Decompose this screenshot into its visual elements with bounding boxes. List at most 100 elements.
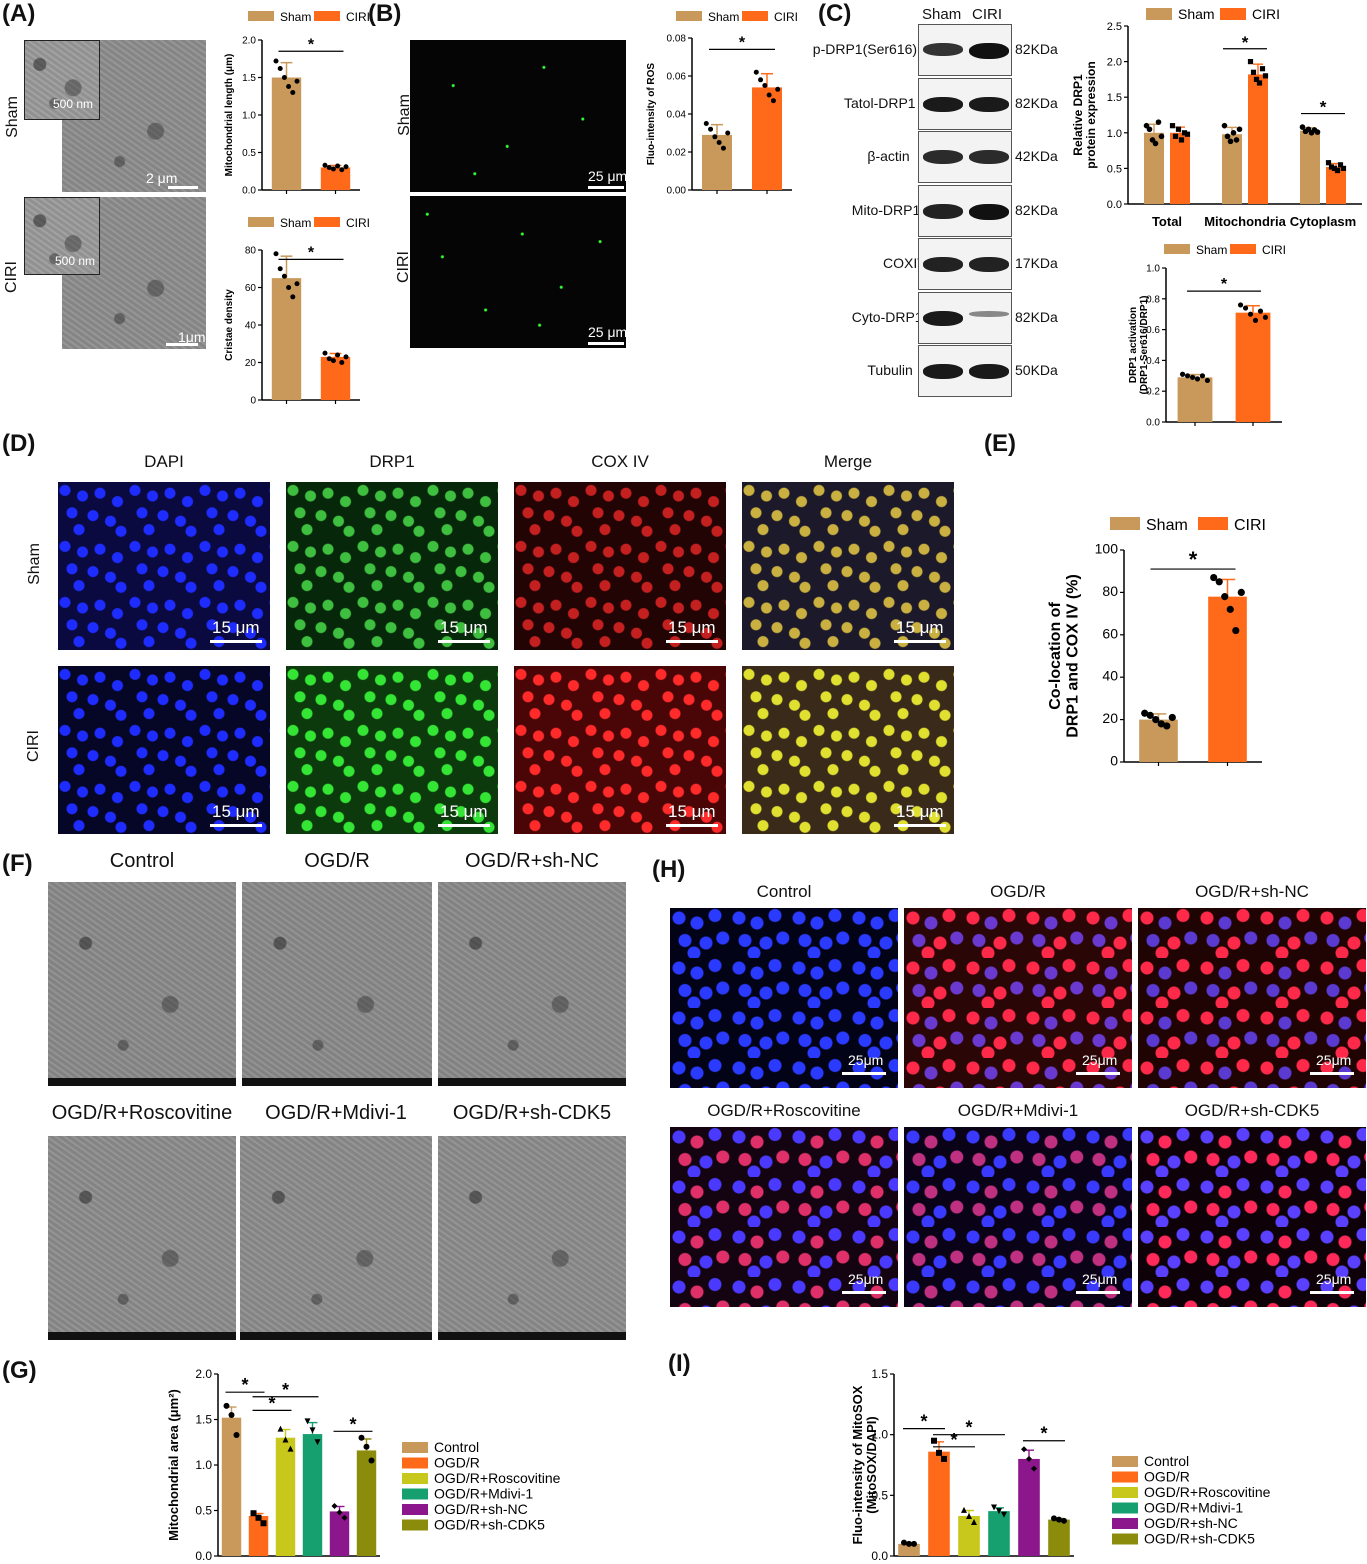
molecular-weight-label: 82KDa: [1015, 308, 1058, 325]
y-tick-label: 0.5: [1107, 163, 1122, 175]
data-point: [1221, 593, 1229, 601]
protein-band: [923, 150, 963, 164]
scale-bar: [588, 186, 624, 189]
y-axis-label: protein expression: [1084, 61, 1098, 168]
y-tick-label: 0.4: [1146, 356, 1160, 367]
em-inset-sham-a: 500 nm: [24, 40, 100, 120]
data-point: [1181, 130, 1188, 136]
fluorescence-image-drp1: 15 μm: [286, 666, 498, 834]
y-axis-label: Co-location of: [1047, 602, 1064, 710]
significance-star: *: [1189, 547, 1198, 572]
mitosox-image-h: 25μm: [904, 908, 1132, 1088]
legend-label-sham: Sham: [1178, 6, 1215, 22]
blot-image: [918, 291, 1012, 344]
em-image-f: [242, 882, 432, 1086]
data-point: [991, 1504, 997, 1511]
significance-star: *: [308, 36, 315, 53]
image-title: OGD/R+Mdivi-1: [265, 1102, 407, 1124]
data-point: [941, 1455, 947, 1462]
y-tick-label: 80: [245, 246, 257, 257]
bar-control: [221, 1417, 242, 1556]
data-point: [1172, 133, 1179, 139]
scale-text: 500 nm: [53, 97, 94, 111]
data-point: [1250, 69, 1257, 75]
data-point: [341, 1514, 348, 1521]
data-point: [971, 1519, 977, 1526]
data-point: [1242, 305, 1249, 311]
data-point: [1340, 165, 1347, 171]
data-point: [1051, 1515, 1057, 1522]
y-tick-label: 0.00: [667, 186, 687, 197]
legend-label: OGD/R+sh-CDK5: [1144, 1531, 1255, 1547]
em-image-f: [438, 1136, 626, 1340]
data-point: [1168, 713, 1176, 722]
data-point: [775, 86, 781, 92]
y-tick-label: 0.5: [195, 1504, 212, 1518]
scale-strip: [240, 1332, 432, 1340]
legend-swatch: [402, 1473, 428, 1484]
bar-mitochondria-sham: [1222, 134, 1242, 204]
significance-star: *: [349, 1414, 356, 1434]
data-point: [1175, 126, 1182, 132]
data-point: [1146, 711, 1154, 719]
legend-label-ciri: CIRI: [1252, 6, 1280, 22]
data-point: [1257, 308, 1264, 314]
y-tick-label: 1.5: [1107, 92, 1122, 104]
data-point: [326, 356, 332, 362]
data-point: [1221, 122, 1228, 129]
data-point: [339, 167, 345, 173]
data-point: [1262, 314, 1269, 320]
scale-bar: [438, 824, 490, 827]
data-point: [1001, 1511, 1007, 1518]
legend-label: OGD/R+sh-NC: [434, 1501, 528, 1517]
fluorescence-image-ciri-b: 25 μm: [410, 196, 626, 348]
blot-image: [918, 77, 1012, 130]
data-point: [277, 66, 283, 71]
legend-swatch-sham: [1146, 8, 1172, 20]
data-point: [1230, 130, 1237, 136]
bar-cytoplasm-ciri: [1326, 166, 1346, 204]
legend-swatch: [1112, 1502, 1138, 1514]
data-point: [720, 145, 726, 151]
chart-relative-drp1-expression: 0.0 0.5 1.0 1.5 2.0 2.5 Relative DRP1 protein e…: [1071, 6, 1362, 229]
data-point: [936, 1449, 942, 1456]
data-point: [330, 166, 336, 172]
bar-ciri: [1208, 596, 1247, 762]
data-point: [1247, 59, 1254, 65]
legend-label-sham: Sham: [280, 216, 311, 230]
fluorescence-image-merge: 15 μm: [742, 666, 954, 834]
bar-ogd-r: [928, 1451, 950, 1556]
scale-bar: [666, 824, 718, 827]
legend-swatch: [402, 1519, 428, 1531]
legend-label: OGD/R+Mdivi-1: [1144, 1500, 1243, 1516]
significance-star: *: [268, 1393, 275, 1413]
y-tick-label: 100: [1095, 541, 1119, 557]
protein-band: [923, 364, 963, 379]
y-tick-label: 0.5: [242, 148, 256, 159]
column-title-merge: Merge: [823, 452, 873, 471]
data-point: [290, 90, 296, 95]
legend-label-ciri: CIRI: [346, 10, 370, 24]
scale-text: 15 μm: [440, 618, 488, 637]
y-tick-label: 2.0: [195, 1367, 212, 1381]
data-point: [1146, 126, 1153, 133]
row-label-sham-d: Sham: [25, 543, 43, 585]
blot-image: [918, 184, 1012, 237]
protein-band: [923, 43, 963, 56]
legend-swatch: [1112, 1487, 1138, 1498]
legend-swatch-sham: [676, 11, 702, 21]
data-point: [1152, 716, 1160, 724]
data-point: [287, 1445, 294, 1452]
bar-control: [898, 1543, 920, 1556]
bar-ciri: [320, 356, 351, 400]
panel-label-d: (D): [2, 430, 36, 457]
y-tick-label: 0.0: [195, 1549, 212, 1563]
significance-star: *: [1242, 33, 1249, 52]
data-point: [363, 1443, 370, 1450]
data-point: [336, 1509, 343, 1516]
protein-band: [923, 310, 963, 326]
data-point: [322, 162, 328, 168]
data-point: [1141, 709, 1149, 717]
data-point: [294, 281, 300, 287]
y-tick-label: 1.0: [1107, 128, 1122, 140]
